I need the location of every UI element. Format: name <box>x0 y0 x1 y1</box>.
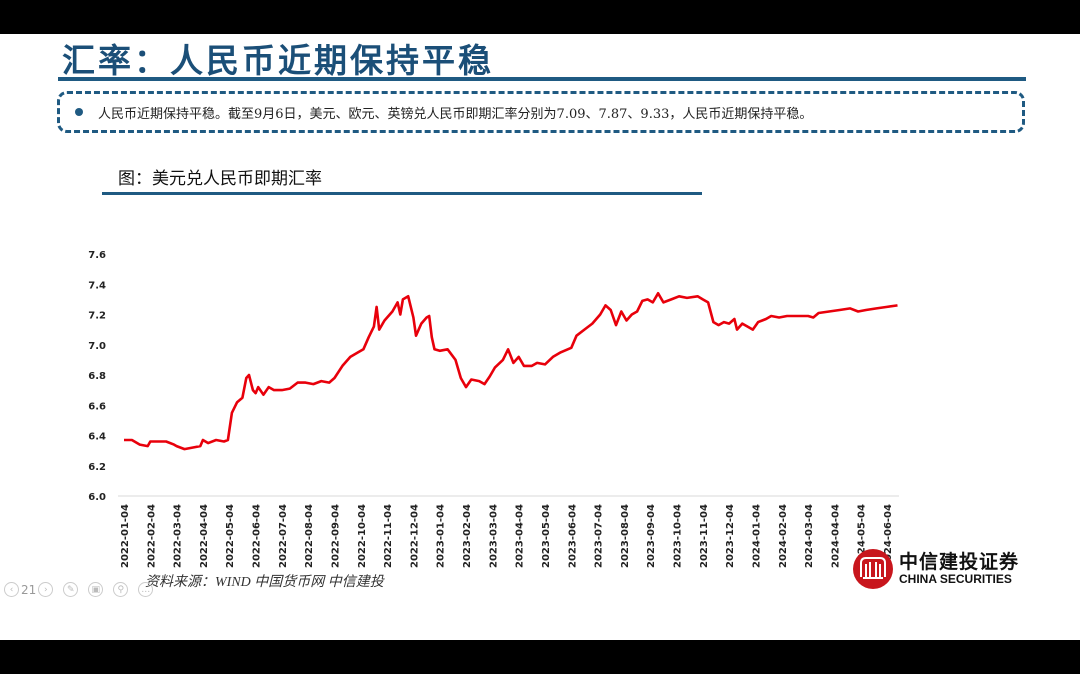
logo-text-cn: 中信建投证券 <box>899 551 1020 573</box>
x-tick-label: 2022-05-04 <box>225 504 236 568</box>
summary-text: 人民币近期保持平稳。截至9月6日，美元、欧元、英镑兑人民币即期汇率分别为7.09… <box>98 107 813 122</box>
y-axis-labels: 6.0 6.2 6.4 6.6 6.8 7.0 7.2 7.4 7.6 <box>88 250 106 503</box>
x-tick-label: 2022-04-04 <box>199 504 210 568</box>
x-tick-label: 2023-03-04 <box>488 504 499 568</box>
x-tick-label: 2022-10-04 <box>357 504 368 568</box>
x-tick-label: 2024-02-04 <box>778 504 789 568</box>
y-tick-label: 6.8 <box>88 371 106 382</box>
next-page-icon[interactable]: › <box>38 582 54 597</box>
x-tick-label: 2022-11-04 <box>383 504 394 568</box>
x-tick-label: 2023-12-04 <box>725 504 736 568</box>
y-tick-label: 6.4 <box>88 432 106 443</box>
exchange-rate-line <box>124 292 898 451</box>
logo-text-en: CHINA SECURITIES <box>899 572 1012 586</box>
pen-icon[interactable]: ✎ <box>63 582 79 597</box>
y-tick-label: 6.2 <box>88 462 106 473</box>
x-tick-label: 2022-12-04 <box>409 504 420 568</box>
x-tick-label: 2024-04-04 <box>830 504 841 568</box>
figure-title: 图：美元兑人民币即期汇率 <box>118 169 322 189</box>
x-tick-label: 2024-05-04 <box>857 504 868 568</box>
x-tick-label: 2023-09-04 <box>646 504 657 568</box>
x-axis-labels: 2022-01-04 2022-02-04 2022-03-04 2022-04-04… <box>120 504 894 568</box>
copy-icon[interactable]: ▣ <box>88 582 104 597</box>
x-tick-label: 2023-11-04 <box>699 504 710 568</box>
prev-page-icon[interactable]: ‹ <box>4 582 19 597</box>
slide-title: 汇率：人民币近期保持平稳 <box>62 41 494 80</box>
x-tick-label: 2022-02-04 <box>146 504 157 568</box>
x-tick-label: 2022-01-04 <box>120 504 131 568</box>
x-tick-label: 2023-07-04 <box>594 504 605 568</box>
x-tick-label: 2023-04-04 <box>515 504 526 568</box>
y-tick-label: 7.6 <box>88 250 106 261</box>
company-logo: 中信建投证券 CHINA SECURITIES <box>853 549 1019 589</box>
bullet-icon <box>75 108 83 116</box>
more-icon[interactable]: … <box>138 582 154 597</box>
x-tick-label: 2024-01-04 <box>751 504 762 568</box>
y-tick-label: 6.0 <box>88 492 106 503</box>
y-tick-label: 6.6 <box>88 401 106 412</box>
x-tick-label: 2023-02-04 <box>462 504 473 568</box>
y-tick-label: 7.0 <box>88 341 106 352</box>
x-tick-label: 2022-07-04 <box>278 504 289 568</box>
page-indicator[interactable]: ‹ 21 › <box>4 582 54 597</box>
summary-box: 人民币近期保持平稳。截至9月6日，美元、欧元、英镑兑人民币即期汇率分别为7.09… <box>57 91 1025 133</box>
x-tick-label: 2022-06-04 <box>252 504 263 568</box>
y-tick-label: 7.4 <box>88 280 106 291</box>
x-tick-label: 2022-03-04 <box>173 504 184 568</box>
y-tick-label: 7.2 <box>88 311 106 322</box>
x-tick-label: 2022-08-04 <box>304 504 315 568</box>
title-divider <box>58 77 1026 81</box>
x-tick-label: 2023-06-04 <box>567 504 578 568</box>
slide <box>0 34 1080 640</box>
x-tick-label: 2023-05-04 <box>541 504 552 568</box>
x-tick-label: 2022-09-04 <box>330 504 341 568</box>
x-tick-label: 2024-06-04 <box>883 504 894 568</box>
x-tick-label: 2023-08-04 <box>620 504 631 568</box>
x-tick-label: 2023-10-04 <box>673 504 684 568</box>
zoom-icon[interactable]: ⚲ <box>113 582 129 597</box>
logo-mark-icon <box>853 549 893 589</box>
x-tick-label: 2024-03-04 <box>804 504 815 568</box>
page-number: 21 <box>21 582 37 597</box>
x-tick-label: 2023-01-04 <box>436 504 447 568</box>
figure-title-divider <box>102 192 702 195</box>
viewer-controls: ‹ 21 › ✎ ▣ ⚲ … <box>4 582 154 597</box>
source-note: 资料来源：WIND 中国货币网 中信建投 <box>145 575 384 590</box>
